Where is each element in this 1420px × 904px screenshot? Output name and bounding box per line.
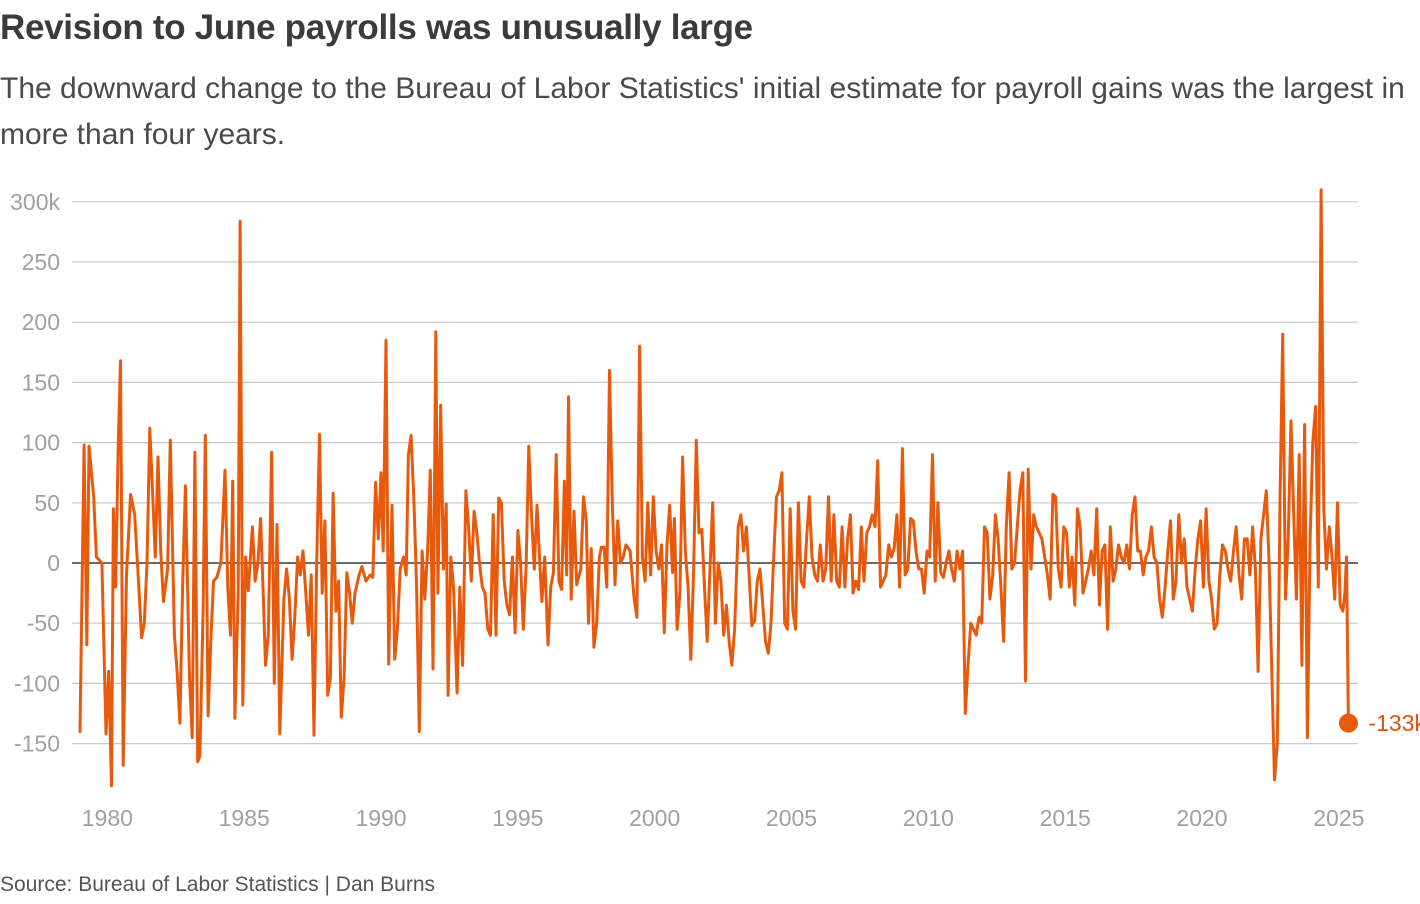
x-tick-label: 1985 — [219, 805, 270, 831]
y-tick-label: 50 — [34, 490, 60, 516]
y-tick-label: 250 — [22, 249, 60, 275]
y-tick-label: 300k — [10, 189, 60, 215]
annotation-layer: -133k — [1338, 710, 1420, 736]
y-tick-label: -150 — [14, 731, 60, 757]
y-tick-label: 0 — [47, 550, 60, 576]
y-tick-label: -100 — [14, 670, 60, 696]
y-tick-label: -50 — [27, 610, 60, 636]
y-tick-label: 200 — [22, 309, 60, 335]
y-axis-ticks: 300k 250 200 150 100 50 0 -50 -100 -150 — [10, 189, 60, 757]
y-tick-label: 150 — [22, 369, 60, 395]
last-value-label: -133k — [1368, 710, 1420, 736]
x-tick-label: 2020 — [1176, 805, 1227, 831]
x-tick-label: 2025 — [1313, 805, 1364, 831]
series-line — [78, 188, 1350, 788]
x-tick-label: 2005 — [766, 805, 817, 831]
x-tick-label: 2015 — [1040, 805, 1091, 831]
chart-title: Revision to June payrolls was unusually … — [0, 8, 753, 47]
x-tick-label: 1980 — [82, 805, 133, 831]
source-note: Source: Bureau of Labor Statistics | Dan… — [0, 873, 436, 896]
x-tick-label: 2010 — [903, 805, 954, 831]
last-value-dot — [1338, 713, 1358, 733]
x-tick-label: 2000 — [629, 805, 680, 831]
x-axis-ticks: 1980 1985 1990 1995 2000 2005 2010 2015 2020 2025 — [82, 805, 1365, 831]
series-layer — [78, 188, 1350, 788]
x-tick-label: 1990 — [355, 805, 406, 831]
chart-subtitle: The downward change to the Bureau of Lab… — [0, 72, 1405, 151]
y-tick-label: 100 — [22, 430, 60, 456]
x-tick-label: 1995 — [492, 805, 543, 831]
